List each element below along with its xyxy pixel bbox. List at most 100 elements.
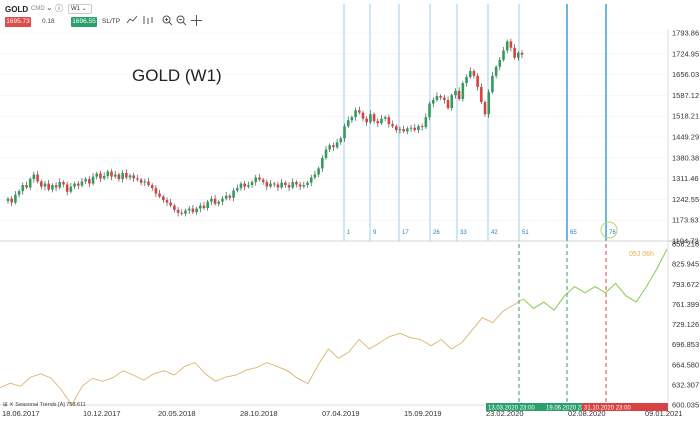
candle-body [173,205,176,210]
candle-body [191,208,195,213]
timeframe-select[interactable]: W1 ⌄ [68,4,92,14]
seasonal-tick-label: 825.945 [672,260,699,269]
candle-body [128,175,132,178]
candle-body [258,177,261,180]
candle-body [39,181,43,187]
candle-body [139,179,143,183]
candle-body [154,188,158,194]
candle-body [513,47,516,58]
buy-price-button[interactable]: 1696.55 [71,17,97,27]
candle-body [424,117,428,128]
candle-body [450,95,454,109]
crosshair-icon[interactable] [191,15,202,26]
legend-text: Seasonal Trends [A] 758.611 [15,402,86,408]
candle-body [480,86,483,103]
candle-body [58,182,62,188]
candle-body [284,182,287,186]
candle-body [36,174,39,182]
candle-body [269,183,272,187]
seasonal-tick-label: 696.853 [672,340,699,349]
candle-body [113,174,117,177]
sell-price-button[interactable]: 1695.73 [5,17,31,27]
candle-body [365,118,368,123]
candle-body [213,198,217,204]
candle-body [51,185,54,190]
candle-body [321,157,324,169]
candle-body [221,198,224,202]
candle-body [435,96,439,100]
date-badge [582,403,668,411]
week-marker-label: 76 [609,230,616,236]
candle-body [505,41,509,51]
candle-body [302,185,306,187]
line-tool-icon[interactable] [126,15,138,25]
zoom-in-icon[interactable] [162,15,173,26]
candle-body [184,210,187,214]
candle-body [210,198,213,202]
candle-body [343,126,346,139]
candle-body [169,202,172,206]
candle-body [520,52,524,55]
candle-body [243,183,246,187]
candle-body [346,120,350,127]
candle-body [376,121,380,124]
candle-body [298,184,302,187]
seasonal-tick-label: 600.035 [672,401,699,410]
marker-highlight-circle [600,221,618,239]
price-tick-label: 1104.72 [672,237,699,246]
candle-body [402,129,405,132]
candle-body [387,117,391,125]
seasonal-tick-label: 858.218 [672,240,699,249]
date-tick-label: 02.08.2020 [568,409,606,418]
date-tick-label: 15.09.2019 [404,409,442,418]
chevron-down-icon[interactable]: ⌄ [46,3,53,12]
candle-body [158,193,161,197]
symbol-label[interactable]: GOLD [5,5,29,14]
candle-body [143,181,147,183]
candle-body [409,127,413,129]
sltp-button[interactable]: SL/TP [102,18,121,25]
candle-body [494,66,498,76]
candle-body [84,179,87,182]
date-tick-label: 10.12.2017 [83,409,121,418]
candle-body [487,92,491,115]
candle-body [106,171,110,177]
candle-body [483,102,487,115]
date-badge-label: 31.10.2020 23:00 [584,406,631,412]
seasonal-line-projection [522,248,668,311]
cmd-label: CMD [31,6,45,12]
price-tick-label: 1380.38 [672,153,699,162]
date-badge [544,403,582,411]
price-tick-label: 1518.21 [672,112,699,121]
info-icon[interactable]: ⓘ [55,4,63,13]
candle-body [125,173,128,178]
spread-value: 0.18 [42,18,55,25]
candle-body [88,179,91,184]
candle-body [317,168,320,175]
candle-body [76,183,80,186]
week-marker-label: 33 [460,230,467,236]
candle-body [17,191,21,195]
candle-body [80,181,84,186]
candle-body [110,171,113,177]
candle-body [454,90,457,96]
candle-body [176,209,180,213]
candle-body [443,97,446,100]
candle-body [91,176,95,184]
candle-body [517,52,520,58]
candle-body [431,99,435,104]
candle-body [457,90,461,100]
candle-body [498,59,502,67]
candle-body [206,201,209,209]
candle-body [232,190,235,198]
legend-icon: ⊞ ✕ [3,402,16,408]
candle-body [180,212,184,214]
candle-body [417,126,420,131]
seasonal-line-history [0,298,524,406]
bar-chart-icon[interactable] [142,15,154,25]
price-tick-label: 1724.95 [672,49,699,58]
zoom-out-icon[interactable] [176,15,187,26]
candle-body [195,208,198,213]
